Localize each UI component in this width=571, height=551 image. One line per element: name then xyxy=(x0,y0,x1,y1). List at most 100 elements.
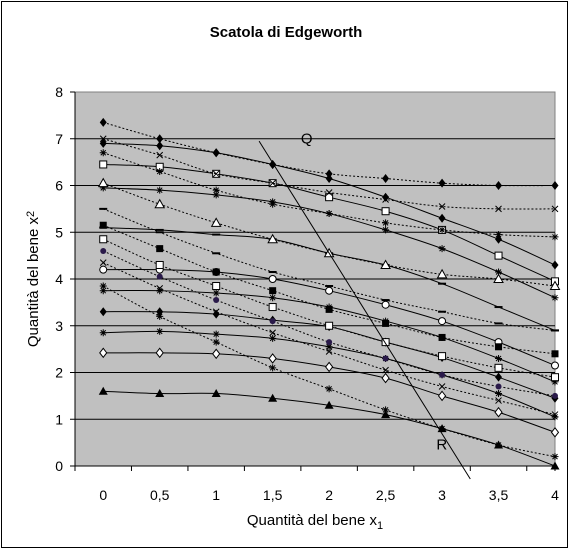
marker-square xyxy=(269,287,277,295)
marker-triangle xyxy=(98,386,108,395)
marker-triangle xyxy=(324,400,334,409)
marker-star xyxy=(212,186,220,194)
marker-star xyxy=(325,385,333,393)
marker-circle xyxy=(382,355,389,362)
marker-circle-open xyxy=(381,300,390,309)
marker-x xyxy=(212,308,220,316)
marker-star xyxy=(212,289,220,297)
marker-square-open xyxy=(325,321,334,330)
marker-diamond-open xyxy=(99,347,108,359)
marker-diamond xyxy=(438,178,446,188)
marker-square-open xyxy=(325,193,334,202)
marker-diamond xyxy=(212,309,220,319)
marker-diamond xyxy=(551,181,559,190)
marker-x xyxy=(156,151,164,159)
marker-x xyxy=(495,205,502,213)
annotation-r: R xyxy=(436,437,447,454)
y-tick-label: 3 xyxy=(55,318,63,334)
marker-square-open xyxy=(212,282,221,291)
marker-triangle-open xyxy=(549,280,561,291)
marker-diamond xyxy=(551,260,559,270)
marker-star xyxy=(438,226,446,234)
marker-star xyxy=(99,282,107,290)
marker-square xyxy=(212,268,220,276)
marker-triangle-open xyxy=(154,198,166,209)
marker-star xyxy=(99,287,107,295)
marker-diamond-open xyxy=(494,406,503,418)
marker-square xyxy=(382,319,390,327)
axes: 0 1 2 3 4 5 6 7 8 0 0,5 1 1,5 2 2,5 3 3,5 4 xyxy=(55,84,559,503)
marker-diamond-open xyxy=(268,353,277,364)
marker-star xyxy=(99,329,107,337)
marker-triangle-open xyxy=(380,259,391,269)
marker-star xyxy=(99,184,107,192)
marker-square xyxy=(325,305,333,313)
marker-diamond-open xyxy=(155,347,164,359)
marker-diamond-open xyxy=(550,427,560,438)
series-17 xyxy=(100,247,558,399)
marker-star xyxy=(551,413,559,421)
marker-star xyxy=(325,210,333,218)
marker-square-open xyxy=(381,338,390,347)
marker-square xyxy=(495,343,503,351)
x-tick-label: 1,5 xyxy=(263,487,283,503)
marker-x xyxy=(325,189,333,196)
marker-diamond xyxy=(495,181,503,190)
y-tick-label: 5 xyxy=(55,224,63,240)
marker-triangle xyxy=(381,410,391,419)
marker-star xyxy=(156,167,164,175)
marker-square xyxy=(438,333,446,341)
marker-star xyxy=(382,219,390,227)
marker-square-open xyxy=(438,352,447,361)
marker-diamond xyxy=(325,173,333,183)
x-axis-label: Quantità del bene x1 xyxy=(247,512,383,532)
marker-star xyxy=(99,149,107,157)
marker-square-open xyxy=(99,160,108,169)
marker-triangle-open xyxy=(493,273,504,283)
x-tick-label: 4 xyxy=(551,487,559,503)
marker-triangle-open xyxy=(267,233,279,244)
marker-square-open xyxy=(268,303,277,312)
x-axis-label-subscript: 1 xyxy=(377,520,383,532)
marker-x xyxy=(495,397,502,404)
marker-x xyxy=(382,196,389,203)
marker-star xyxy=(269,294,277,302)
marker-triangle xyxy=(268,393,278,402)
marker-star xyxy=(551,294,559,302)
marker-square-open xyxy=(381,207,390,216)
marker-circle-open xyxy=(551,361,559,370)
x-tick-label: 1 xyxy=(212,487,220,503)
marker-diamond xyxy=(495,372,503,382)
marker-triangle-open xyxy=(97,177,109,188)
marker-square xyxy=(156,245,164,253)
marker-star xyxy=(551,233,559,241)
marker-square-open xyxy=(99,235,108,244)
marker-diamond xyxy=(438,213,446,223)
annotation-q: Q xyxy=(301,130,313,147)
marker-star xyxy=(156,287,164,295)
y-tick-label: 0 xyxy=(55,458,63,474)
marker-circle xyxy=(269,318,276,325)
series-16 xyxy=(99,235,559,382)
series-19 xyxy=(99,282,559,461)
marker-diamond-open xyxy=(212,348,221,360)
y-axis-label-subscript: 2 xyxy=(25,211,37,217)
marker-square-open xyxy=(155,260,164,269)
marker-x xyxy=(99,259,107,266)
marker-x xyxy=(551,205,559,213)
y-tick-label: 7 xyxy=(55,131,63,147)
x-tick-label: 3 xyxy=(438,487,446,503)
marker-star xyxy=(382,226,390,234)
marker-star xyxy=(269,364,277,372)
marker-x xyxy=(99,135,107,143)
label-layer: QR xyxy=(301,130,448,453)
marker-star xyxy=(495,354,503,362)
marker-circle-open xyxy=(325,286,334,295)
marker-diamond xyxy=(325,169,333,179)
marker-star xyxy=(551,453,559,461)
marker-diamond xyxy=(99,307,107,317)
marker-circle xyxy=(213,297,220,304)
x-tick-label: 0,5 xyxy=(150,487,170,503)
marker-star xyxy=(269,334,277,342)
